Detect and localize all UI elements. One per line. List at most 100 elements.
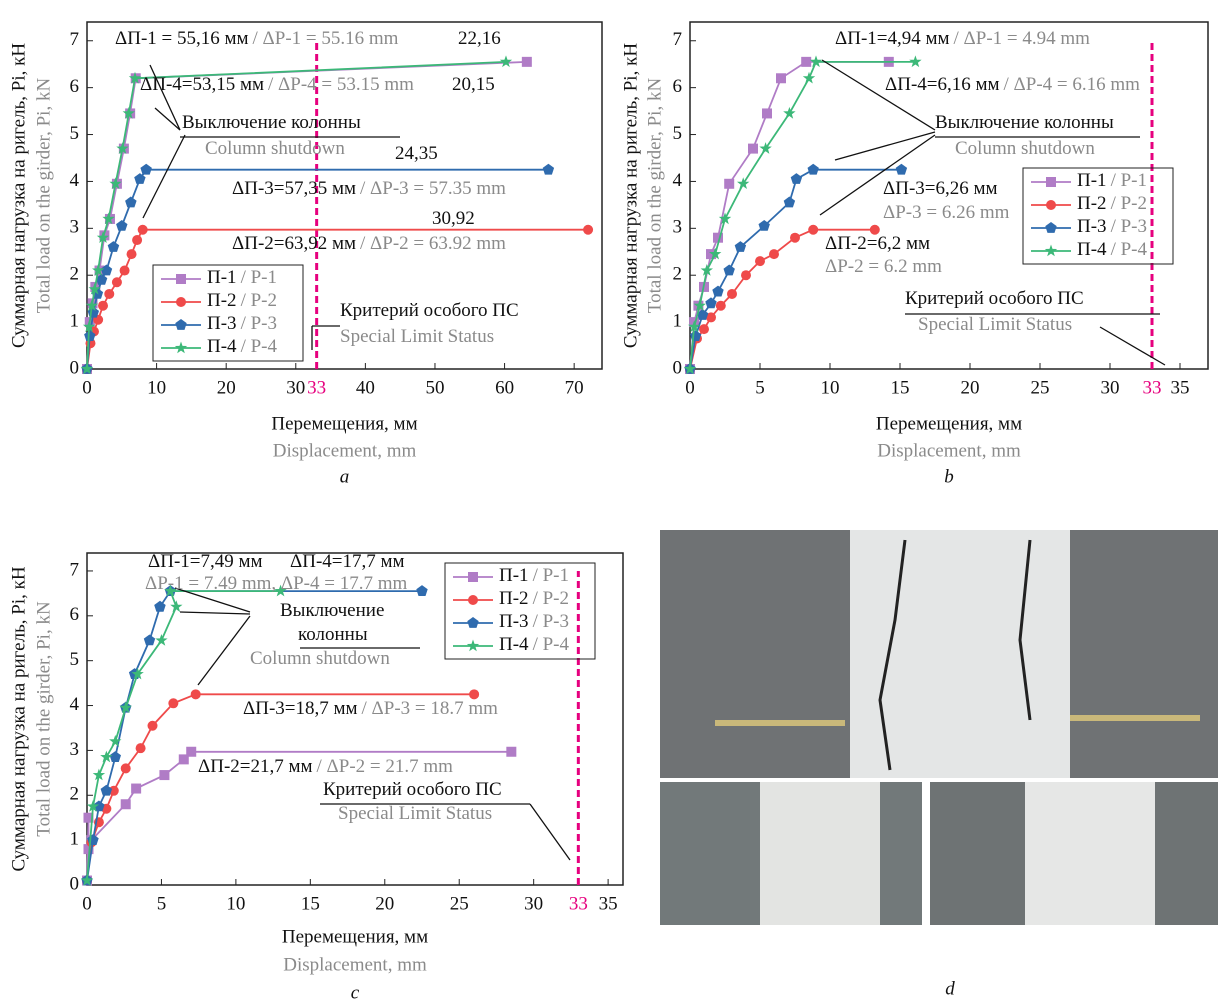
marker bbox=[102, 212, 115, 225]
annotation: Special Limit Status bbox=[338, 803, 492, 824]
marker bbox=[170, 600, 183, 613]
leader-line bbox=[834, 131, 936, 161]
series-line bbox=[689, 61, 916, 370]
marker bbox=[506, 746, 517, 757]
annotation-ru: ΔП-2=6,2 мм bbox=[825, 233, 930, 254]
annotation-ru: 22,16 bbox=[458, 28, 501, 49]
x-tick-label: 25 bbox=[1031, 377, 1050, 398]
marker bbox=[96, 231, 110, 243]
photo-band bbox=[850, 530, 1070, 778]
annotation: Критерий особого ПС bbox=[323, 779, 502, 800]
photo-band bbox=[1025, 782, 1155, 925]
photo: d bbox=[660, 530, 1218, 999]
annotation-en: / ΔP-2 = 63.92 mm bbox=[360, 233, 506, 254]
marker bbox=[705, 297, 717, 309]
annotation-ru: ΔП-3=6,26 мм bbox=[883, 178, 998, 199]
marker bbox=[119, 265, 130, 276]
annotation-ru: ΔП-1=7,49 мм bbox=[148, 551, 263, 572]
x-tick-label: 15 bbox=[301, 893, 320, 914]
marker bbox=[895, 163, 908, 175]
x-tick-label: 10 bbox=[821, 377, 840, 398]
marker bbox=[1044, 244, 1058, 257]
y-tick-label: 6 bbox=[70, 76, 80, 97]
caption: a bbox=[340, 466, 350, 487]
marker bbox=[466, 639, 480, 652]
marker bbox=[1046, 200, 1056, 210]
leader-line bbox=[154, 107, 181, 131]
annotation-ru: 30,92 bbox=[432, 208, 475, 229]
marker bbox=[689, 330, 702, 341]
y-axis-label: Суммарная нагрузка на ригель, Pi, кН bbox=[8, 43, 29, 348]
marker bbox=[274, 584, 287, 597]
annotation-en: Column shutdown bbox=[250, 648, 390, 669]
x-axis-label: Перемещения, мм bbox=[282, 926, 428, 947]
leader-line bbox=[179, 611, 251, 615]
marker bbox=[801, 56, 812, 67]
marker bbox=[734, 241, 747, 252]
marker bbox=[168, 698, 179, 709]
x-tick-label: 40 bbox=[356, 377, 375, 398]
x-tick-label: 0 bbox=[82, 377, 92, 398]
annotation: 22,16 bbox=[458, 28, 501, 49]
annotation-ru: Выключение колонны bbox=[182, 112, 361, 133]
annotation-ru: ΔП-2=63,92 мм bbox=[232, 233, 356, 254]
marker bbox=[176, 297, 186, 307]
marker bbox=[107, 241, 120, 252]
leader-line bbox=[197, 615, 251, 686]
annotation-ru: Выключение bbox=[280, 600, 384, 621]
marker bbox=[108, 785, 119, 796]
annotation: ΔП-1 = 55,16 мм / ΔP-1 = 55.16 mm bbox=[115, 28, 399, 49]
legend-label: П-4/ P-4 bbox=[207, 336, 277, 357]
x-tick-label: 30 bbox=[524, 893, 543, 914]
marker bbox=[706, 312, 716, 323]
marker bbox=[748, 143, 758, 154]
marker bbox=[140, 163, 152, 175]
x-tick-label: 20 bbox=[375, 893, 394, 914]
legend-label: П-4/ P-4 bbox=[499, 634, 569, 655]
y-tick-label: 1 bbox=[70, 828, 80, 849]
y-tick-label: 6 bbox=[673, 76, 683, 97]
leader-line bbox=[819, 134, 936, 216]
annotation-ru: Критерий особого ПС bbox=[323, 779, 502, 800]
legend-name-en: / P-1 bbox=[1111, 170, 1147, 191]
annotation-ru: ΔП-4=17,7 мм bbox=[290, 551, 405, 572]
y-tick-label: 7 bbox=[70, 29, 80, 50]
legend-name-en: / P-4 bbox=[1111, 239, 1148, 260]
marker bbox=[98, 300, 109, 311]
annotation-en: ΔP-2 = 6.2 mm bbox=[825, 256, 942, 277]
series-line bbox=[86, 590, 422, 881]
legend-name-en: / P-3 bbox=[1111, 216, 1147, 237]
legend-name: П-4 bbox=[207, 336, 237, 357]
marker bbox=[93, 800, 105, 812]
marker bbox=[762, 108, 772, 119]
marker bbox=[869, 224, 880, 235]
legend-name-en: / P-2 bbox=[533, 588, 569, 609]
marker bbox=[125, 196, 137, 208]
y-tick-label: 1 bbox=[70, 310, 80, 331]
legend-name-en: / P-2 bbox=[1111, 193, 1147, 214]
marker bbox=[468, 595, 478, 605]
x-tick-label: 10 bbox=[226, 893, 245, 914]
annotation-ru: ΔП-3=57,35 мм bbox=[232, 178, 356, 199]
annotation: 30,92 bbox=[432, 208, 475, 229]
marker bbox=[741, 270, 751, 281]
rod bbox=[715, 720, 845, 726]
marker bbox=[467, 617, 479, 628]
legend-name: П-3 bbox=[207, 313, 237, 334]
marker bbox=[909, 55, 922, 68]
marker bbox=[155, 634, 168, 646]
annotation: 24,35 bbox=[395, 143, 438, 164]
marker bbox=[83, 812, 94, 823]
annotation: ΔП-4=53,15 мм / ΔP-4 = 53.15 mm bbox=[140, 74, 414, 95]
marker bbox=[755, 256, 765, 267]
annotation-ru: 24,35 bbox=[395, 143, 438, 164]
marker bbox=[190, 689, 201, 700]
y-tick-label: 5 bbox=[673, 123, 683, 144]
x-tick-label: 33 bbox=[569, 893, 588, 914]
annotation: Выключение bbox=[280, 600, 384, 621]
annotation: ΔП-2=63,92 мм / ΔP-2 = 63.92 mm bbox=[232, 233, 506, 254]
marker bbox=[131, 783, 142, 794]
legend-name: П-1 bbox=[499, 565, 529, 586]
annotation-en: Column shutdown bbox=[955, 138, 1095, 159]
legend-frame bbox=[1022, 167, 1174, 265]
